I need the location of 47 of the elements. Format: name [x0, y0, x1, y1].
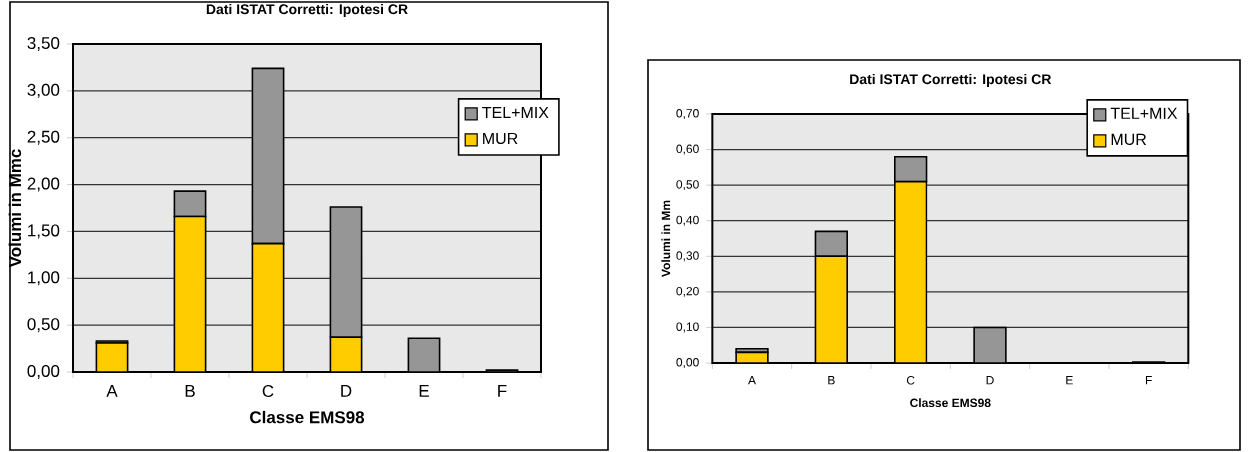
y-tick-label: 0,10 [676, 322, 699, 333]
x-tick-label: D [986, 376, 994, 385]
y-tick-label: 0,00 [676, 358, 699, 368]
bar [973, 326, 1007, 363]
y-tick-label: 0,70 [676, 109, 699, 119]
y-tick-label: 0,40 [676, 215, 699, 226]
x-tick-label: A [106, 385, 118, 397]
y-tick-label: 1,00 [28, 271, 60, 286]
y-tick-label: 2,50 [27, 130, 60, 145]
legend-label: TEL+MIX [482, 106, 549, 118]
chart-title: Dati ISTAT Corretti: Ipotesi CR [850, 73, 1052, 87]
legend-label: MUR [1111, 133, 1147, 146]
y-tick-label: 0,30 [676, 251, 699, 262]
y-tick-label: 0,50 [27, 318, 60, 333]
y-tick-label: 0,60 [676, 144, 699, 155]
x-tick-label: F [1145, 376, 1152, 385]
bar [251, 242, 285, 372]
bar [173, 190, 207, 218]
y-axis-title: Volumi in Mm [661, 200, 671, 277]
bar [407, 337, 441, 372]
x-tick-label: C [262, 385, 274, 398]
y-tick-label: 0,20 [676, 286, 699, 297]
legend-label: TEL+MIX [1110, 107, 1178, 119]
x-tick-label: A [748, 376, 756, 385]
bar [173, 215, 207, 372]
bar [329, 336, 363, 372]
chart-title: Dati ISTAT Corretti: Ipotesi CR [206, 3, 408, 17]
y-tick-label: 3,00 [27, 83, 60, 98]
x-tick-label: E [1066, 376, 1073, 385]
bar [893, 155, 928, 183]
x-axis-title: Classe EMS98 [250, 410, 365, 424]
x-tick-label: B [828, 376, 835, 385]
legend-label: MUR [483, 132, 518, 145]
x-tick-label: B [185, 385, 195, 397]
bar [329, 206, 363, 339]
y-axis-title: Volumi in Mmc [8, 149, 22, 268]
bar [251, 67, 285, 245]
x-tick-label: E [419, 385, 429, 397]
x-tick-label: C [906, 376, 915, 385]
y-tick-label: 0,00 [27, 364, 60, 380]
y-tick-label: 0,50 [676, 180, 699, 191]
x-axis-title: Classe EMS98 [910, 398, 991, 408]
y-tick-label: 1,50 [28, 224, 60, 239]
x-tick-label: D [341, 385, 352, 397]
x-tick-label: F [498, 385, 507, 397]
y-tick-label: 3,50 [27, 37, 60, 52]
y-tick-label: 2,00 [27, 177, 60, 192]
